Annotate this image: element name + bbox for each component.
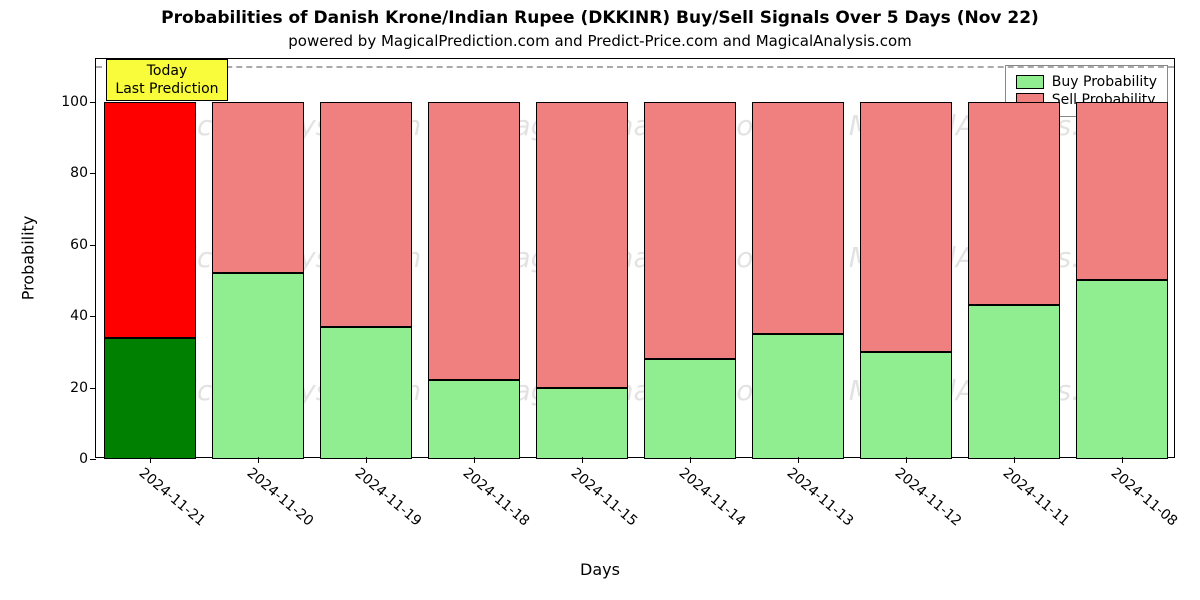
y-tick-mark — [90, 173, 96, 174]
x-tick-mark — [906, 457, 907, 463]
bar-buy — [212, 273, 305, 459]
watermark-text: MagicalAnalysis.com — [489, 241, 780, 274]
today-annotation-line2: Last Prediction — [107, 80, 228, 98]
bar-buy — [320, 327, 413, 459]
x-tick-label: 2024-11-15 — [568, 465, 641, 530]
gridline — [96, 66, 1174, 68]
y-tick-mark — [90, 459, 96, 460]
bar-sell — [752, 102, 845, 334]
x-tick-mark — [150, 457, 151, 463]
bar-buy — [1076, 280, 1169, 459]
y-tick-mark — [90, 102, 96, 103]
legend-swatch — [1016, 75, 1044, 89]
y-tick-mark — [90, 388, 96, 389]
watermark-text: MagicalAnalysis.com — [489, 374, 780, 407]
x-tick-mark — [366, 457, 367, 463]
x-tick-mark — [690, 457, 691, 463]
bar-sell — [104, 102, 197, 338]
bar-sell — [860, 102, 953, 352]
bar-buy — [752, 334, 845, 459]
x-tick-mark — [1122, 457, 1123, 463]
today-annotation-line1: Today — [107, 62, 228, 80]
y-axis-label: Probability — [19, 216, 38, 301]
x-tick-label: 2024-11-18 — [460, 465, 533, 530]
plot-area: MagicalAnalysis.com MagicalAnalysis.com Ma… — [95, 58, 1175, 458]
x-tick-label: 2024-11-12 — [892, 465, 965, 530]
chart-title: Probabilities of Danish Krone/Indian Rup… — [0, 8, 1200, 28]
y-tick-mark — [90, 245, 96, 246]
today-annotation: TodayLast Prediction — [106, 59, 229, 101]
bar-sell — [968, 102, 1061, 306]
x-tick-label: 2024-11-13 — [784, 465, 857, 530]
x-axis-label: Days — [580, 560, 620, 579]
bar-sell — [320, 102, 413, 327]
legend-item: Buy Probability — [1016, 74, 1157, 90]
bar-buy — [644, 359, 737, 459]
x-tick-mark — [798, 457, 799, 463]
x-tick-label: 2024-11-08 — [1108, 465, 1181, 530]
legend-label: Buy Probability — [1052, 74, 1157, 90]
chart-subtitle: powered by MagicalPrediction.com and Pre… — [0, 32, 1200, 50]
bar-buy — [428, 380, 521, 459]
bar-buy — [968, 305, 1061, 459]
bar-buy — [860, 352, 953, 459]
x-tick-label: 2024-11-19 — [352, 465, 425, 530]
y-tick-mark — [90, 316, 96, 317]
watermark-text: MagicalAnalysis.com — [489, 109, 780, 142]
x-tick-mark — [258, 457, 259, 463]
bar-sell — [644, 102, 737, 359]
bar-sell — [428, 102, 521, 381]
bar-sell — [1076, 102, 1169, 281]
figure: Probabilities of Danish Krone/Indian Rup… — [0, 0, 1200, 600]
x-tick-label: 2024-11-21 — [136, 465, 209, 530]
bar-buy — [104, 338, 197, 459]
bar-buy — [536, 388, 629, 459]
x-tick-mark — [474, 457, 475, 463]
x-tick-label: 2024-11-14 — [676, 465, 749, 530]
x-tick-label: 2024-11-11 — [1000, 465, 1073, 530]
x-tick-mark — [1014, 457, 1015, 463]
x-tick-label: 2024-11-20 — [244, 465, 317, 530]
bar-sell — [536, 102, 629, 388]
bar-sell — [212, 102, 305, 273]
x-tick-mark — [582, 457, 583, 463]
